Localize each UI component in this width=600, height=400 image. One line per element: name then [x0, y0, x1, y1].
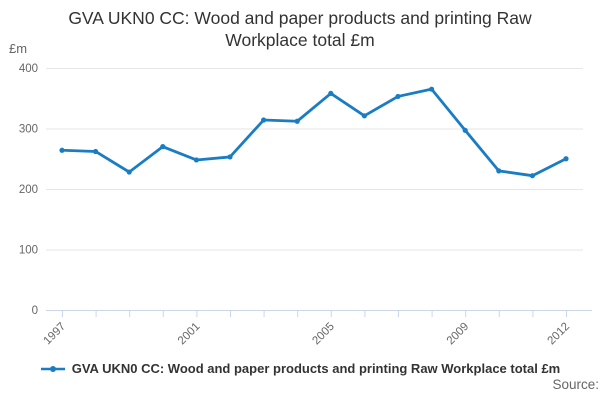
- data-point: [395, 93, 401, 100]
- x-axis-tick-label: 1997: [42, 321, 69, 348]
- data-point: [126, 169, 132, 175]
- data-point: [496, 168, 502, 174]
- data-point: [261, 117, 267, 123]
- legend-series-marker-icon: [40, 365, 65, 372]
- x-axis-tick-label: 2012: [546, 321, 573, 348]
- data-point: [193, 157, 199, 163]
- y-axis-tick-label: 300: [19, 124, 38, 136]
- y-axis-tick-label: 200: [19, 184, 38, 196]
- y-axis-unit-label: £m: [9, 41, 28, 56]
- data-point: [160, 144, 166, 150]
- series-line: [60, 87, 568, 178]
- y-axis-tick-label: 0: [32, 305, 38, 317]
- data-point: [429, 86, 435, 92]
- source-note: Source:: [552, 377, 599, 392]
- data-point: [563, 156, 569, 162]
- data-point: [294, 118, 300, 124]
- data-point: [59, 147, 65, 153]
- y-axis-tick-label: 100: [19, 245, 38, 257]
- data-point: [227, 154, 233, 160]
- data-point: [462, 127, 468, 133]
- legend-series-label: GVA UKN0 CC: Wood and paper products and…: [71, 361, 561, 376]
- x-axis-tick-label: 2009: [445, 321, 472, 348]
- line-chart-plot: 0 100 200 300 400 1997 2001 2005 2009 2012: [19, 63, 592, 348]
- legend-item[interactable]: GVA UKN0 CC: Wood and paper products and…: [0, 361, 600, 376]
- chart-title: GVA UKN0 CC: Wood and paper products and…: [68, 8, 532, 51]
- data-point: [328, 90, 334, 97]
- data-point: [529, 173, 536, 179]
- x-axis-tick-label: 2001: [176, 321, 203, 348]
- data-point: [93, 148, 99, 155]
- x-axis-tick-label: 2005: [310, 321, 337, 348]
- y-axis-tick-label: 400: [19, 63, 38, 75]
- data-point: [361, 113, 367, 119]
